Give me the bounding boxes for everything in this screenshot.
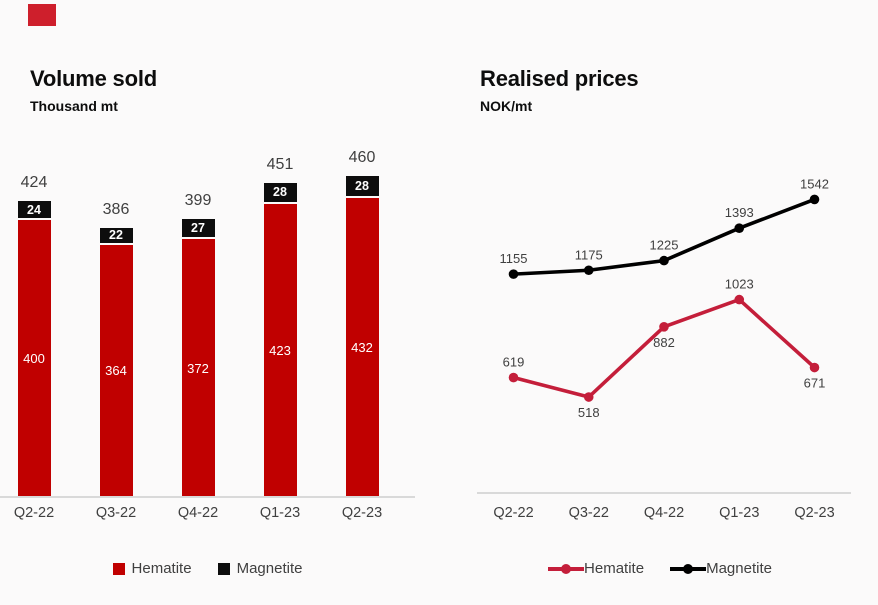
bar-total-label: 451 [266,155,294,173]
line-data-label: 1225 [650,238,679,253]
legend-item-hematite: Hematite [112,560,192,577]
magnetite-data-point [734,223,745,233]
magnetite-bar-segment: 24 [17,201,51,220]
line-data-label: 518 [578,405,600,420]
volume-legend: Hematite Magnetite [0,560,415,577]
legend-label-magnetite: Magnetite [236,560,303,577]
prices-legend: Hematite Magnetite [460,560,860,577]
volume-chart-subtitle: Thousand mt [30,98,118,114]
x-axis-tick-label: Q1-23 [259,505,301,521]
hematite-bar-segment: 364 [99,244,133,497]
magnetite-swatch-icon [217,562,230,575]
hematite-swatch-icon [112,562,125,575]
bar-total-label: 460 [348,149,376,167]
hematite-data-point [734,294,745,305]
line-data-label: 671 [804,376,826,391]
x-axis-tick-label: Q4-22 [177,505,219,521]
prices-chart-subtitle: NOK/mt [480,98,533,114]
line-data-label: 1155 [500,251,528,266]
prices-x-axis-line [477,492,851,494]
brand-red-square-logo [28,4,56,26]
magnetite-data-point [659,255,669,266]
legend-item-magnetite-line: Magnetite [670,560,772,577]
legend-item-magnetite: Magnetite [217,560,303,577]
line-data-label: 882 [653,335,675,350]
volume-chart-title: Volume sold [30,66,157,91]
line-data-label: 1542 [800,176,829,191]
hematite-bar-segment: 372 [181,239,215,497]
x-axis-tick-label: Q2-22 [13,505,55,521]
line-data-label: 619 [503,355,525,370]
x-axis-tick-label: Q2-23 [341,505,383,521]
line-data-label: 1393 [725,205,754,220]
prices-chart-title: Realised prices [480,66,639,91]
bar-total-label: 386 [102,200,130,218]
legend-label-hematite: Hematite [584,560,645,577]
hematite-bar-segment: 432 [345,197,379,497]
legend-label-magnetite: Magnetite [706,560,772,577]
line-plot-area: 619 518 882 1023 671 1155 1175 1225 1393 1542 [500,176,829,420]
magnetite-bar-segment: 28 [263,182,297,205]
volume-x-axis-line [0,496,415,498]
x-axis-tick-label: Q3-22 [95,505,137,521]
magnetite-line-marker-icon [670,563,707,575]
magnetite-data-point [583,265,594,276]
x-axis-tick-label: Q2-22 [493,505,534,521]
magnetite-data-point [508,269,519,279]
hematite-line-marker-icon [548,563,585,575]
magnetite-data-point [809,194,820,205]
hematite-bar-segment: 400 [17,220,51,497]
hematite-data-point [809,362,820,373]
hematite-data-point [583,392,594,402]
line-data-label: 1023 [725,277,754,292]
magnetite-bar-segment: 28 [345,176,379,198]
line-data-label: 1175 [575,247,603,262]
hematite-bar-segment: 423 [263,204,297,497]
bar-total-label: 399 [184,191,212,209]
x-axis-tick-label: Q3-22 [568,505,609,521]
bar-total-label: 424 [20,174,48,192]
legend-label-hematite: Hematite [131,560,192,577]
magnetite-bar-segment: 27 [181,218,215,240]
magnetite-bar-segment: 22 [99,227,133,245]
hematite-data-point [508,372,519,383]
x-axis-tick-label: Q4-22 [643,505,685,521]
x-axis-tick-label: Q1-23 [719,505,760,521]
hematite-data-point [659,321,669,332]
x-axis-tick-label: Q2-23 [794,505,835,521]
legend-item-hematite-line: Hematite [548,560,644,577]
